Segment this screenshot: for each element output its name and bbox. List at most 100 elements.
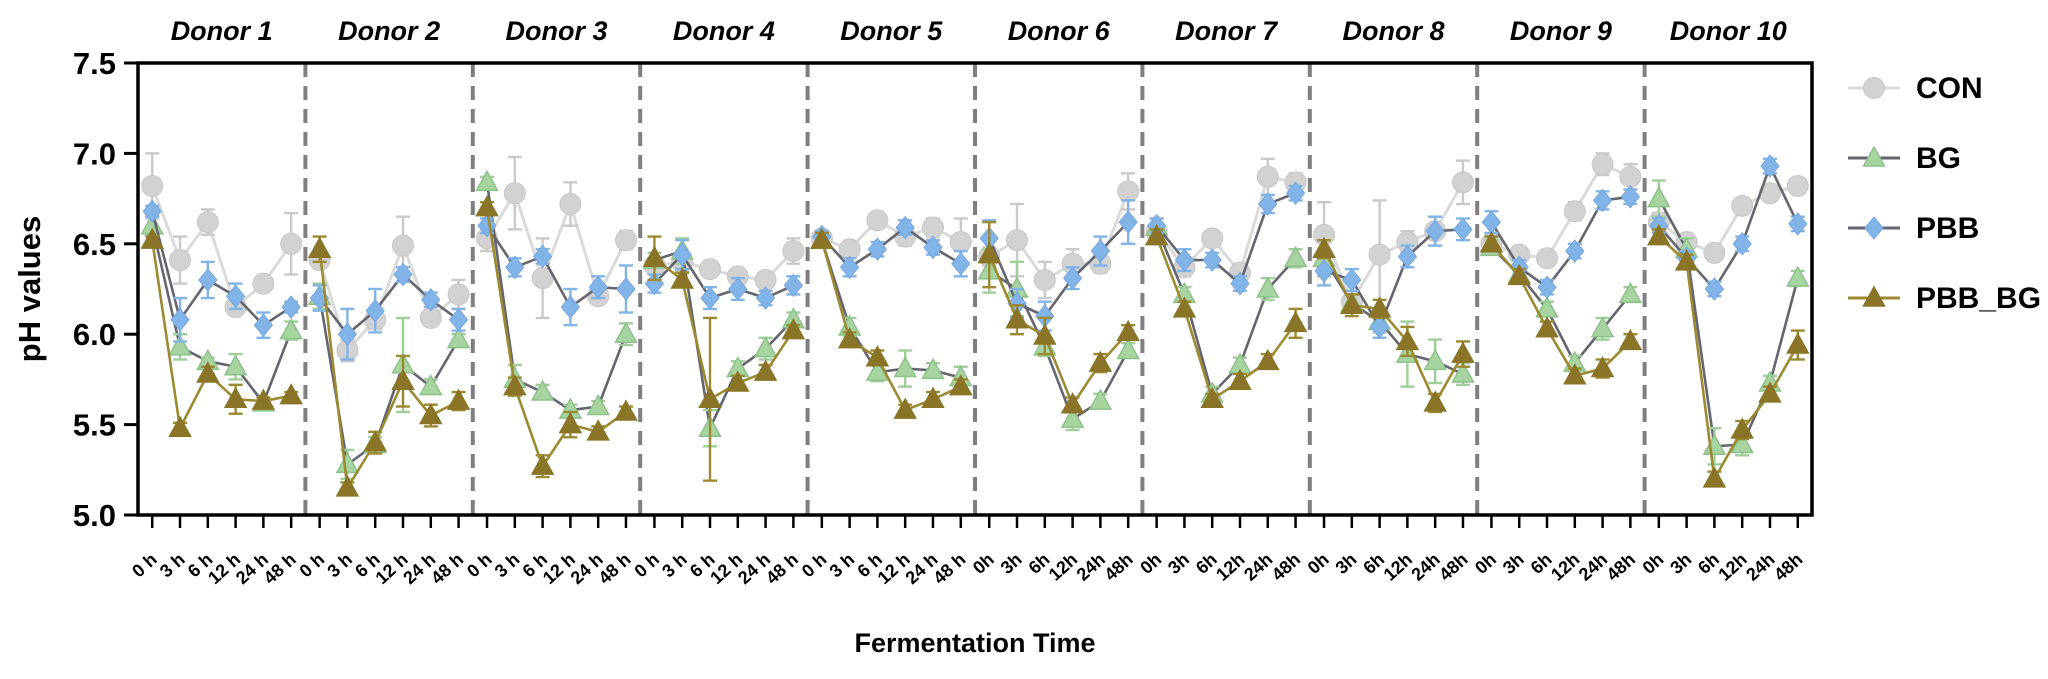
- panel-title: Donor 8: [1342, 16, 1444, 46]
- series-line-BG: [1155, 227, 1297, 397]
- data-point-CON: [559, 193, 582, 216]
- data-point-PBB: [1174, 248, 1195, 272]
- data-point-PBB: [225, 284, 246, 309]
- data-point-PBB_BG: [391, 368, 415, 390]
- data-point-CON: [1563, 200, 1586, 223]
- data-point-PBB: [142, 199, 162, 224]
- data-point-PBB_BG: [1367, 296, 1392, 318]
- panel-title: Donor 10: [1670, 16, 1787, 46]
- data-point-PBB: [253, 313, 274, 337]
- data-point-PBB_BG: [1730, 417, 1754, 439]
- data-point-PBB_BG: [530, 453, 555, 475]
- panel-title: Donor 7: [1175, 16, 1279, 46]
- data-point-PBB_BG: [279, 383, 303, 405]
- series-line-BG: [150, 225, 293, 406]
- data-point-PBB: [1425, 219, 1445, 243]
- data-point-PBB_BG: [1228, 368, 1252, 390]
- data-point-PBB: [1397, 244, 1418, 269]
- data-point-PBB_BG: [1005, 307, 1029, 329]
- data-point-PBB_BG: [168, 415, 192, 437]
- data-point-PBB: [1090, 239, 1111, 263]
- data-point-CON: [1117, 180, 1140, 203]
- data-point-PBB_BG: [948, 374, 973, 396]
- data-point-PBB_BG: [1563, 363, 1587, 385]
- data-point-PBB: [895, 215, 915, 240]
- data-point-PBB_BG: [335, 475, 360, 497]
- data-point-PBB: [1342, 268, 1362, 292]
- data-point-PBB_BG: [1785, 332, 1810, 354]
- data-point-PBB: [616, 277, 636, 301]
- data-point-CON: [280, 232, 303, 255]
- data-point-PBB_BG: [1200, 386, 1224, 409]
- data-point-PBB_BG: [642, 245, 667, 268]
- data-point-PBB_BG: [363, 430, 387, 452]
- data-point-CON: [252, 272, 275, 295]
- data-point-BG: [168, 334, 192, 356]
- data-point-PBB_BG: [865, 345, 890, 367]
- data-point-PBB: [421, 288, 441, 312]
- data-point-PBB: [1732, 232, 1752, 256]
- data-point-PBB: [198, 268, 218, 292]
- data-point-BG: [279, 318, 303, 340]
- data-point-PBB_BG: [503, 374, 527, 396]
- data-point-PBB_BG: [698, 386, 722, 409]
- data-point-PBB: [588, 275, 608, 299]
- data-point-BG: [1451, 361, 1475, 383]
- data-point-CON: [1619, 165, 1642, 188]
- data-point-PBB_BG: [446, 388, 471, 410]
- y-tick-label: 5.0: [73, 498, 116, 533]
- data-point-CON: [866, 209, 889, 232]
- data-point-CON: [1591, 153, 1614, 176]
- data-point-PBB: [365, 298, 385, 323]
- data-point-PBB: [1285, 181, 1306, 205]
- series-line-PBB_BG: [988, 254, 1130, 408]
- data-point-PBB_BG: [1283, 310, 1308, 333]
- data-point-PBB: [393, 262, 413, 287]
- data-point-PBB_BG: [251, 388, 276, 410]
- y-tick-label: 6.5: [73, 227, 116, 262]
- data-point-PBB_BG: [1702, 466, 1727, 488]
- data-point-PBB_BG: [1423, 390, 1447, 412]
- data-point-PBB: [1537, 275, 1557, 299]
- data-point-CON: [1786, 174, 1809, 197]
- data-point-BG: [753, 336, 778, 358]
- series-line-BG: [1657, 197, 1800, 448]
- plot-frame: [136, 61, 1814, 517]
- data-point-CON: [1033, 268, 1056, 291]
- data-point-PBB: [1369, 315, 1390, 339]
- data-point-CON: [447, 283, 470, 306]
- data-point-PBB_BG: [670, 267, 694, 289]
- data-point-PBB_BG: [196, 361, 220, 383]
- data-point-PBB_BG: [140, 227, 165, 249]
- data-point-PBB: [505, 255, 525, 280]
- data-point-BG: [223, 354, 248, 376]
- data-point-BG: [1590, 316, 1615, 338]
- data-point-PBB: [1760, 154, 1780, 178]
- data-point-BG: [1618, 281, 1643, 304]
- data-point-CON: [1703, 241, 1726, 264]
- data-point-PBB_BG: [1144, 224, 1169, 246]
- data-point-PBB: [1453, 217, 1473, 242]
- data-point-PBB: [1704, 277, 1725, 301]
- data-point-PBB_BG: [1395, 328, 1420, 351]
- data-point-PBB_BG: [1060, 392, 1085, 414]
- legend-label-BG: BG: [1916, 142, 1961, 175]
- data-point-PBB: [448, 307, 469, 332]
- data-point-PBB_BG: [1340, 292, 1364, 315]
- data-point-PBB_BG: [1758, 381, 1782, 403]
- data-point-BG: [1785, 265, 1810, 287]
- data-point-PBB_BG: [921, 386, 945, 409]
- x-axis-title: Fermentation Time: [854, 628, 1095, 658]
- data-point-CON: [614, 229, 637, 252]
- data-point-PBB_BG: [1033, 323, 1057, 345]
- data-point-BG: [1060, 406, 1085, 428]
- data-point-BG: [586, 393, 610, 416]
- data-point-PBB: [867, 237, 888, 262]
- data-point-BG: [1730, 431, 1754, 454]
- data-point-PBB: [1258, 192, 1278, 216]
- data-point-PBB: [1230, 271, 1250, 296]
- data-point-BG: [865, 359, 890, 381]
- data-point-BG: [1088, 388, 1113, 410]
- data-point-PBB: [755, 286, 776, 310]
- data-point-PBB: [170, 307, 190, 332]
